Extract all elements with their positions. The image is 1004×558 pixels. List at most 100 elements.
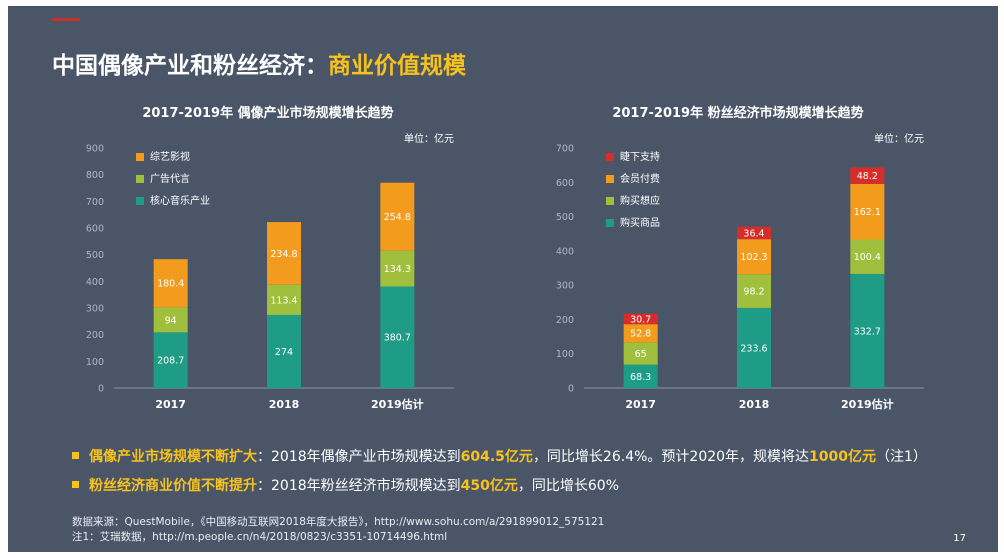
bullet-square-icon [72, 480, 79, 488]
y-tick-label: 200 [86, 330, 104, 341]
data-label: 134.3 [384, 264, 411, 275]
bar-segment [267, 284, 301, 315]
bar-segment [380, 286, 415, 388]
data-label: 380.7 [384, 333, 411, 344]
data-label: 98.2 [743, 287, 764, 298]
legend-label: 综艺影视 [150, 150, 190, 163]
legend-swatch [606, 153, 614, 161]
legend-swatch [136, 197, 144, 205]
data-label: 52.8 [630, 329, 651, 340]
title-main: 中国偶像产业和粉丝经济： [52, 53, 328, 79]
legend-label: 会员付费 [620, 172, 660, 185]
accent-mark [52, 18, 80, 21]
data-label: 254.8 [384, 212, 411, 223]
data-label: 180.4 [157, 279, 184, 290]
idol-industry-chart: 单位：亿元 0 100 200 300 400 500 600 700 800 900 208.7 94… [86, 132, 454, 411]
bar-segment [623, 313, 658, 325]
bar-segment [737, 307, 771, 388]
bullet-sep: ： [257, 449, 271, 465]
y-tick-label: 700 [86, 197, 104, 208]
data-label: 274 [275, 347, 293, 358]
bar-segment [153, 307, 188, 333]
legend-label: 购买想应 [620, 194, 660, 207]
source-line-2: 注1：艾瑞数据，http://m.people.cn/n4/2018/0823/… [72, 531, 448, 543]
slide: 中国偶像产业和粉丝经济：商业价值规模 2017-2019年 偶像产业市场规模增长… [8, 6, 998, 552]
y-tick-label: 400 [86, 277, 104, 288]
data-label: 234.8 [270, 249, 297, 260]
bar-segment [850, 183, 885, 240]
x-tick-label: 2017 [625, 398, 656, 411]
bar-segment [623, 342, 658, 365]
bar-segment [380, 250, 415, 287]
legend-label: 核心音乐产业 [150, 194, 210, 207]
bar-segment [737, 274, 771, 308]
data-label: 113.4 [270, 295, 297, 306]
y-tick-label: 500 [556, 212, 574, 223]
unit-label: 单位：亿元 [404, 132, 454, 145]
bar-segment [850, 273, 885, 388]
y-tick-label: 0 [568, 384, 574, 395]
bar-segment [267, 222, 301, 285]
bar-segment [737, 226, 771, 240]
bullet-label: 粉丝经济商业价值不断提升 [89, 478, 257, 494]
data-label: 233.6 [740, 343, 767, 354]
fan-economy-chart-panel: 2017-2019年 粉丝经济市场规模增长趋势 单位：亿元 0 100 200 300 4… [528, 92, 948, 426]
unit-label: 单位：亿元 [874, 132, 924, 145]
bullet-value: 1000亿元 [809, 449, 877, 465]
bullet-text: ，同比增长60% [517, 478, 619, 494]
bar-segment [850, 239, 885, 274]
y-tick-label: 0 [98, 384, 104, 395]
chart-title: 2017-2019年 粉丝经济市场规模增长趋势 [612, 106, 864, 121]
data-label: 100.4 [854, 252, 881, 263]
y-tick-label: 500 [86, 250, 104, 261]
idol-industry-chart-panel: 2017-2019年 偶像产业市场规模增长趋势 单位：亿元 0 100 200 300 4… [58, 92, 478, 426]
y-tick-label: 300 [86, 304, 104, 315]
y-tick-label: 100 [556, 349, 574, 360]
data-label: 208.7 [157, 356, 184, 367]
legend-swatch [606, 175, 614, 183]
x-tick-label: 2018 [269, 398, 300, 411]
chart-title: 2017-2019年 偶像产业市场规模增长趋势 [142, 106, 394, 121]
y-tick-label: 700 [556, 144, 574, 155]
y-tick-label: 800 [86, 170, 104, 181]
bar-segment [153, 332, 188, 388]
data-label: 65 [635, 349, 647, 360]
bullet-value: 604.5亿元 [460, 449, 533, 465]
slide-title: 中国偶像产业和粉丝经济：商业价值规模 [52, 46, 466, 80]
bullet-fan-economy: 粉丝经济商业价值不断提升：2018年粉丝经济市场规模达到450亿元，同比增长60… [72, 475, 619, 495]
bullet-note: （注1） [876, 449, 927, 465]
data-label: 48.2 [857, 171, 878, 182]
bar-segment [623, 364, 658, 388]
page-number: 17 [953, 533, 966, 544]
legend-swatch [136, 175, 144, 183]
bullet-square-icon [72, 451, 79, 459]
bar-segment [623, 324, 658, 343]
x-tick-label: 2019估计 [841, 397, 894, 411]
bar-segment [850, 167, 885, 184]
x-tick-label: 2018 [739, 398, 770, 411]
y-tick-label: 400 [556, 246, 574, 257]
bullet-text: ，同比增长26.4%。预计2020年，规模将达 [532, 449, 810, 465]
bullet-text: 2018年粉丝经济市场规模达到 [271, 478, 461, 494]
y-tick-label: 300 [556, 281, 574, 292]
x-tick-label: 2019估计 [371, 397, 424, 411]
bar-segment [153, 259, 188, 308]
data-label: 94 [165, 315, 177, 326]
data-label: 30.7 [630, 314, 651, 325]
bar-segment [380, 182, 415, 251]
legend-label: 购买商品 [620, 216, 660, 229]
bullet-idol-industry: 偶像产业市场规模不断扩大：2018年偶像产业市场规模达到604.5亿元，同比增长… [72, 446, 927, 466]
bar-segment [737, 239, 771, 275]
data-label: 332.7 [854, 326, 881, 337]
source-line-1: 数据来源：QuestMobile，《中国移动互联网2018年度大报告》，http… [72, 516, 605, 528]
bullet-text: 2018年偶像产业市场规模达到 [271, 449, 461, 465]
y-tick-label: 600 [86, 224, 104, 235]
data-label: 162.1 [854, 207, 881, 218]
data-label: 36.4 [743, 228, 764, 239]
legend-swatch [136, 153, 144, 161]
y-tick-label: 200 [556, 315, 574, 326]
legend-swatch [606, 197, 614, 205]
legend-label: 睫下支持 [620, 150, 660, 163]
bullet-sep: ： [257, 478, 271, 494]
x-tick-label: 2017 [155, 398, 186, 411]
